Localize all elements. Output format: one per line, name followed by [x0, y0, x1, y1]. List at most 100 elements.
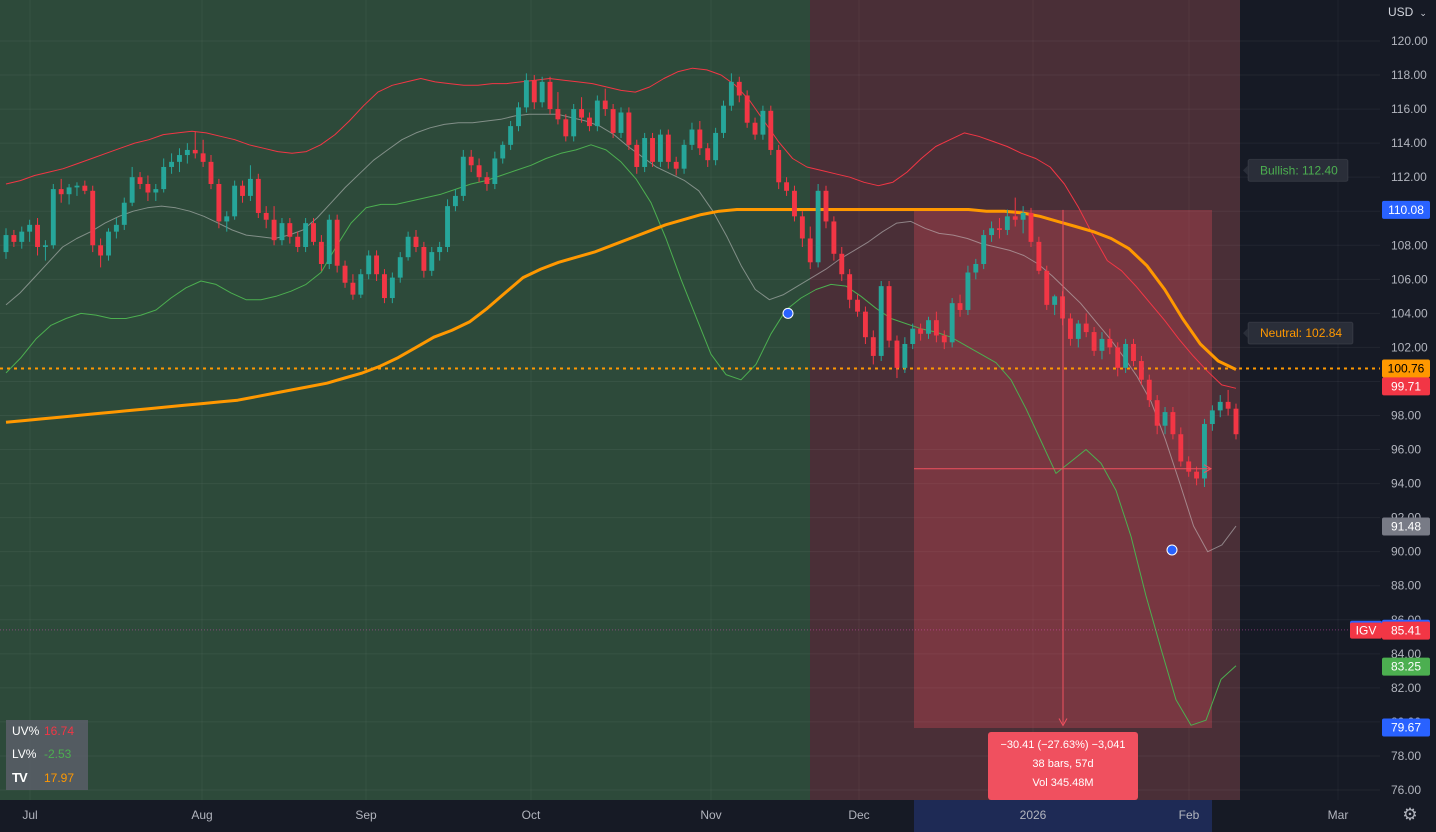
candle-body: [279, 223, 285, 241]
candle-body: [862, 311, 868, 338]
candle-body: [705, 148, 711, 161]
candle-body: [1186, 461, 1192, 472]
candle-body: [1146, 379, 1152, 401]
candle-body: [539, 81, 545, 103]
candle-body: [1075, 323, 1081, 339]
candle-body: [610, 109, 616, 133]
candle-body: [1091, 332, 1097, 351]
candle-body: [689, 129, 695, 145]
candle-body: [965, 272, 971, 310]
upper-band-tag-bg: [1382, 377, 1430, 396]
measure-volume: Vol 345.48M: [1032, 777, 1094, 789]
candle-body: [374, 255, 380, 275]
candle-body: [626, 112, 632, 145]
candle-body: [855, 299, 860, 312]
candle-body: [263, 212, 269, 220]
stat-tv-value: 17.97: [44, 771, 75, 785]
earnings-marker-icon: [782, 307, 794, 319]
x-tick-label: Mar: [1328, 808, 1349, 822]
y-tick-label: 94.00: [1391, 477, 1421, 491]
candle-body: [445, 206, 450, 247]
volatility-stats-panel: UV% 16.74 LV% -2.53 TV 17.97: [6, 720, 88, 790]
ma-price-tag: 110.08: [1388, 203, 1424, 217]
candle-body: [137, 177, 143, 184]
x-tick-label: Aug: [191, 808, 212, 822]
candle-body: [90, 190, 96, 246]
candle-body: [736, 81, 742, 96]
currency-selector[interactable]: USD ⌄: [1388, 2, 1432, 22]
candle-body: [776, 149, 782, 183]
measure-arrow-down: [1058, 718, 1068, 727]
candle-body: [618, 112, 624, 133]
dotted-level-tag-bg: [1382, 359, 1430, 378]
candle-body: [1099, 338, 1105, 351]
candle-body: [350, 282, 356, 295]
lower-band-tag: 83.25: [1391, 660, 1421, 674]
candle-body: [894, 340, 900, 368]
candle-body: [492, 158, 498, 184]
candle-body: [421, 246, 427, 271]
candle-body: [728, 81, 734, 106]
candle-body: [1004, 216, 1010, 230]
candle-body: [184, 149, 190, 156]
candle-body: [121, 202, 127, 225]
candle-body: [484, 177, 490, 184]
candle-body: [247, 178, 253, 196]
candle-body: [82, 185, 88, 191]
candle-body: [106, 231, 111, 256]
y-tick-label: 118.00: [1391, 68, 1427, 82]
bearish-zone: [810, 0, 1240, 800]
candle-body: [784, 182, 790, 191]
measure-arrow-right: [1203, 464, 1213, 474]
bullish-zone: [0, 0, 810, 800]
candle-body: [792, 190, 797, 217]
y-tick-label: 78.00: [1391, 749, 1421, 763]
candle-body: [42, 245, 48, 247]
candle-body: [1115, 347, 1121, 368]
candle-body: [413, 236, 419, 247]
y-tick-label: 104.00: [1391, 306, 1428, 320]
candle-body: [697, 129, 703, 149]
candle-body: [744, 95, 750, 123]
earnings-marker-icon: [1166, 544, 1178, 556]
candle-body: [295, 236, 301, 247]
candle-body: [240, 185, 245, 196]
candle-body: [500, 144, 506, 159]
candle-body: [563, 119, 569, 137]
candle-body: [11, 235, 17, 242]
x-tick-label: 2026: [1020, 808, 1047, 822]
bollinger-bands: [5, 67, 1237, 726]
candle-body: [910, 328, 916, 345]
candle-body: [681, 144, 687, 169]
candle-body: [208, 161, 214, 184]
tradingview-logo-icon: TV: [12, 770, 28, 785]
symbol-name-tag-bg: [1350, 622, 1382, 639]
candle-body: [799, 216, 805, 239]
stat-uv: UV% 16.74: [6, 720, 88, 743]
candle-body: [311, 223, 316, 242]
candle-body: [271, 219, 277, 241]
candle-body: [579, 109, 585, 118]
candle-body: [650, 138, 655, 162]
candle-body: [326, 219, 332, 264]
neutral-tag-pointer: [1243, 328, 1248, 339]
stat-uv-value: 16.74: [44, 724, 75, 738]
stat-lv: LV% -2.53: [6, 743, 88, 766]
candle-body: [200, 153, 206, 162]
candle-body: [1107, 338, 1113, 348]
y-tick-label: 96.00: [1391, 443, 1421, 457]
gear-icon[interactable]: ⚙: [1402, 805, 1418, 825]
candle-body: [823, 190, 829, 222]
candle-body: [1233, 408, 1239, 435]
candle-body: [886, 286, 892, 341]
candle-body: [224, 216, 230, 222]
candle-body: [752, 122, 758, 135]
stat-uv-label: UV%: [12, 724, 40, 738]
candle-body: [997, 228, 1002, 230]
candle-body: [1028, 212, 1034, 242]
candle-body: [508, 126, 514, 145]
y-tick-label: 84.00: [1391, 647, 1421, 661]
candle-body: [831, 221, 837, 254]
candle-body: [587, 117, 592, 127]
